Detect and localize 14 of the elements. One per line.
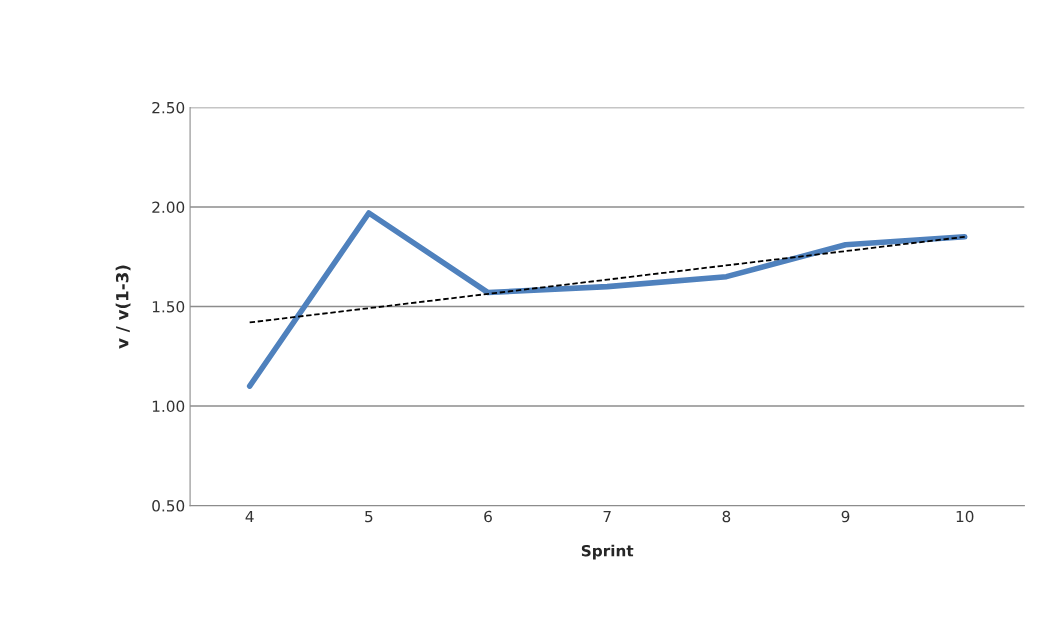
y-tick-label: 2.50 [152, 101, 185, 114]
x-tick-label: 9 [841, 510, 850, 523]
x-tick-label: 5 [365, 510, 373, 523]
y-tick-label: 2.00 [152, 201, 185, 213]
y-tick-label: 1.50 [152, 300, 185, 313]
y-tick-label: 0.50 [152, 500, 185, 512]
y-tick-label: 1.00 [152, 400, 185, 413]
x-tick-label: 8 [722, 510, 731, 523]
x-tick-label: 7 [603, 510, 611, 523]
x-tick-label: 4 [245, 510, 254, 523]
x-axis-title: Sprint [581, 544, 634, 560]
x-tick-label: 6 [484, 510, 492, 523]
y-axis-title: v / v(1-3) [115, 265, 131, 349]
x-tick-label: 10 [956, 510, 974, 523]
